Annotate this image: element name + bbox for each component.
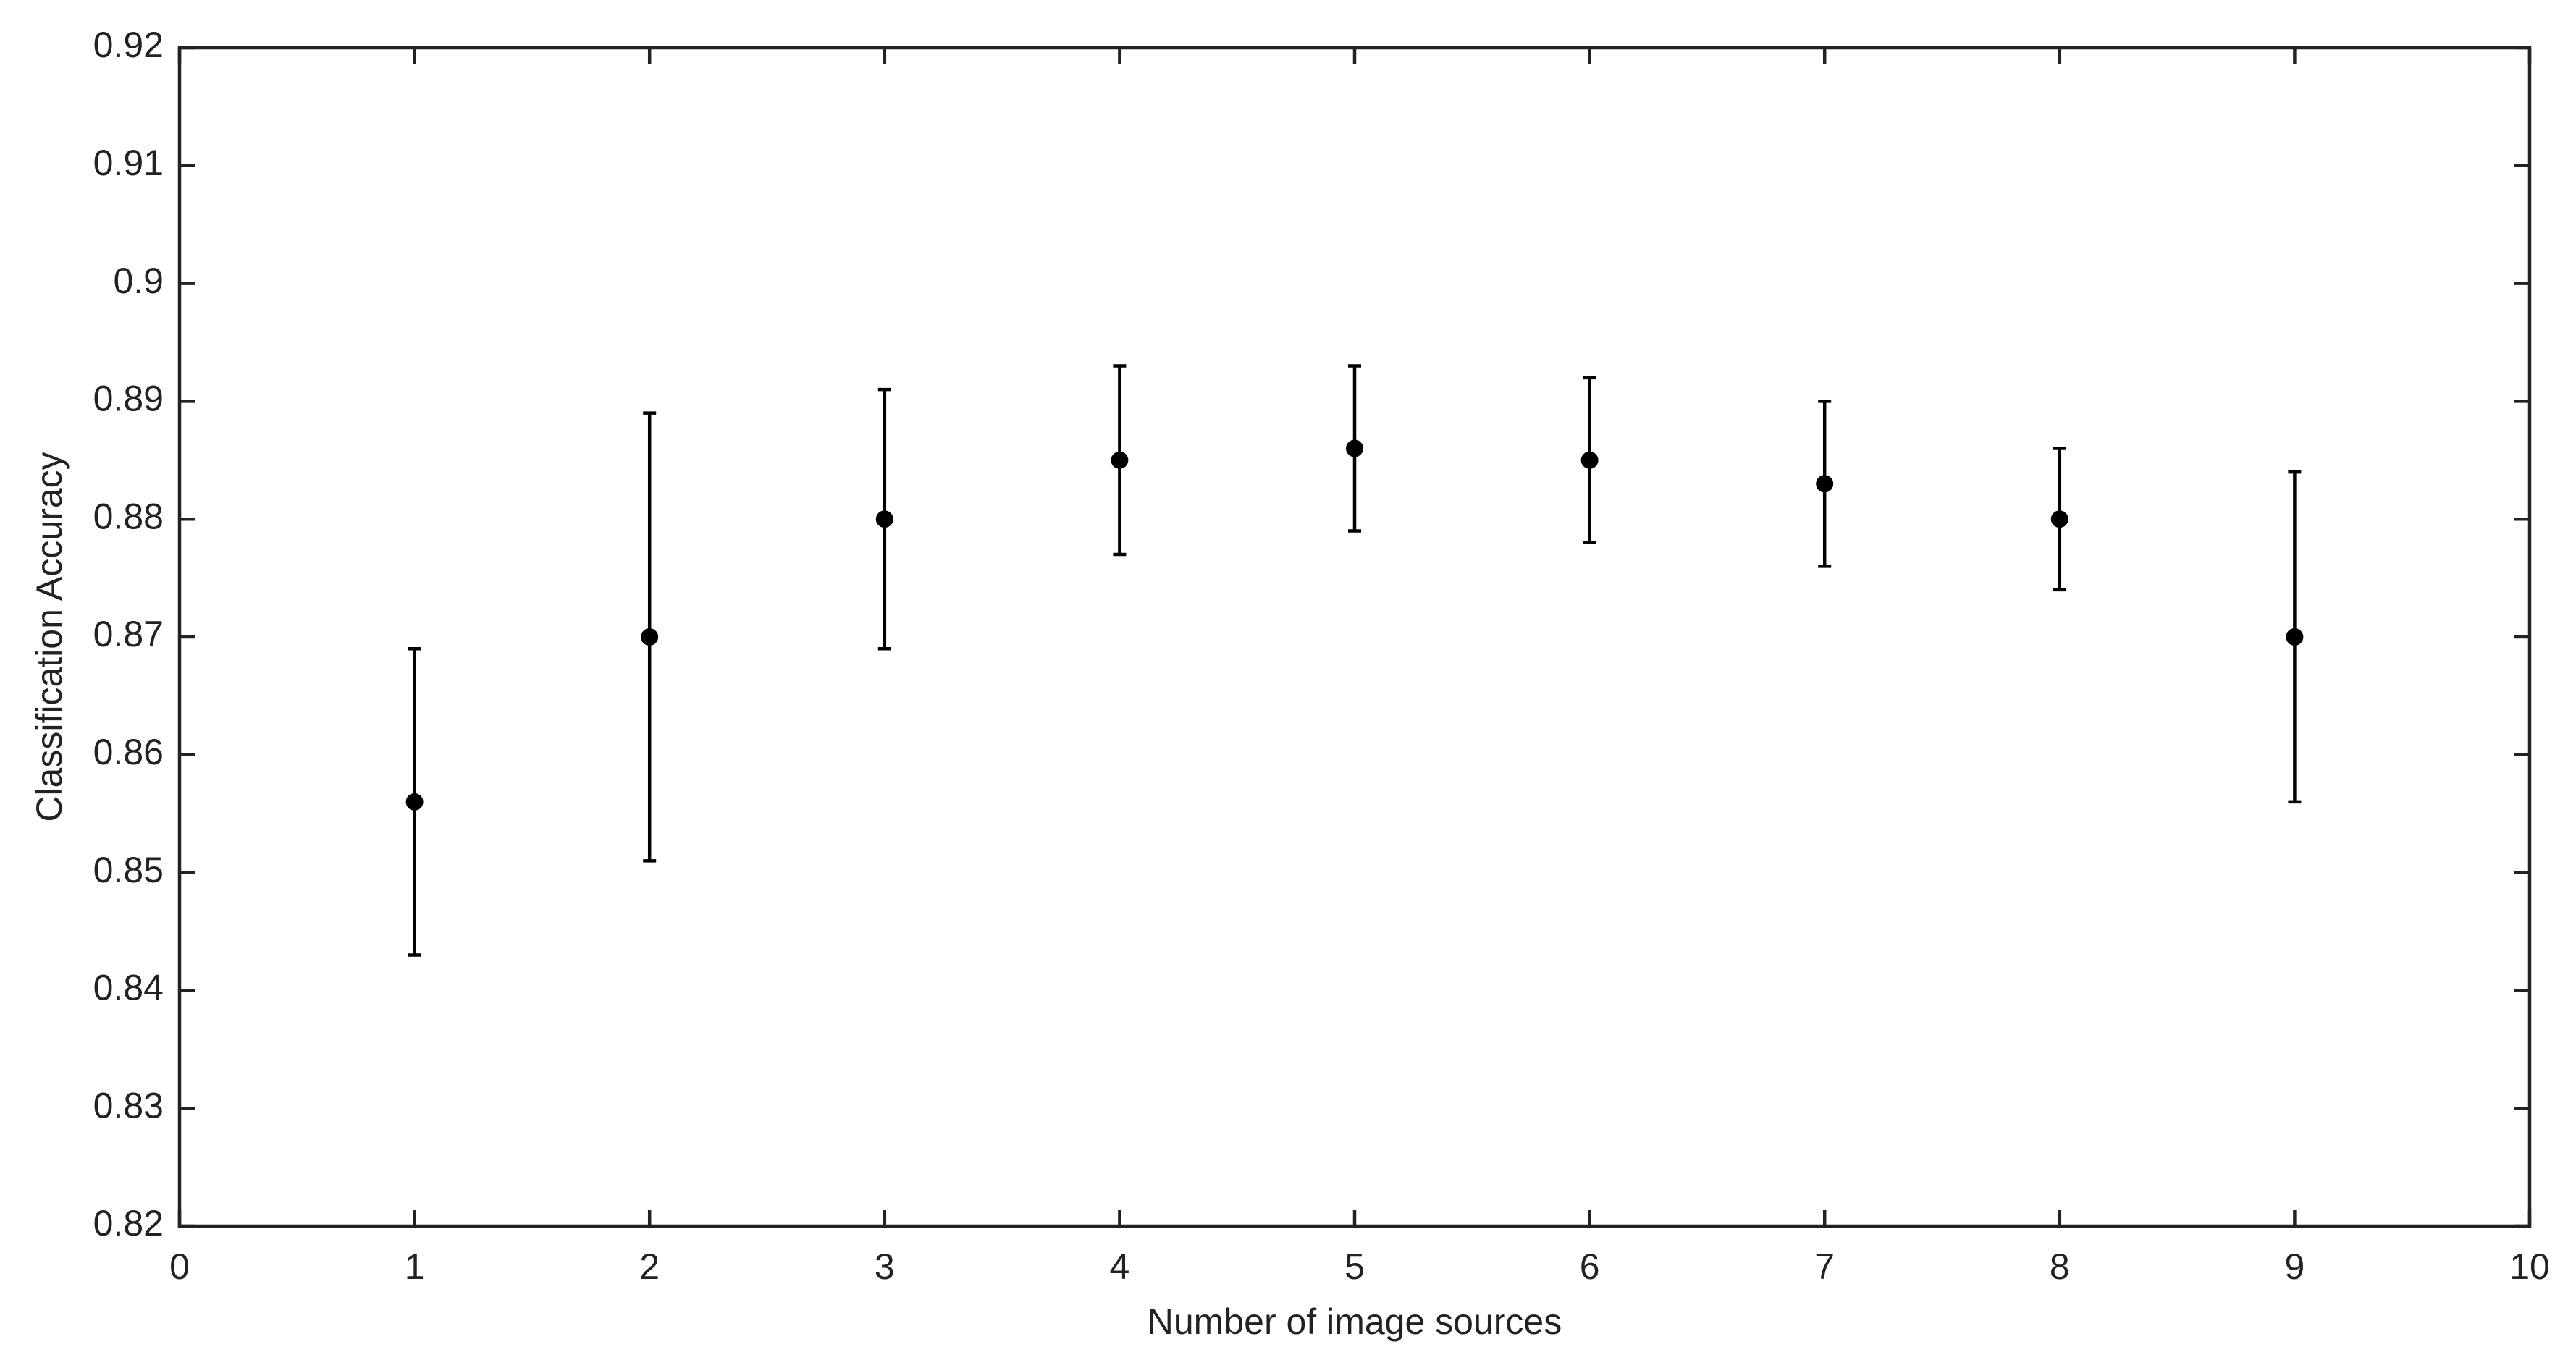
y-tick-label: 0.83 (93, 1085, 164, 1125)
y-axis-label: Classification Accuracy (29, 452, 70, 822)
y-tick-label: 0.87 (93, 614, 164, 654)
data-point (875, 510, 893, 528)
data-point (1580, 451, 1599, 469)
x-tick-label: 3 (875, 1246, 895, 1287)
x-axis-label: Number of image sources (1148, 1301, 1562, 1342)
x-tick-label: 8 (2050, 1246, 2070, 1287)
x-tick-label: 1 (405, 1246, 425, 1287)
plot-frame (177, 46, 2532, 1228)
y-tick-label: 0.91 (93, 143, 164, 183)
data-point (1816, 475, 1834, 493)
data-point (2286, 628, 2304, 646)
x-tick-label: 4 (1109, 1246, 1129, 1287)
x-tick-label: 0 (169, 1246, 190, 1287)
x-tick-label: 7 (1814, 1246, 1835, 1287)
x-tick-label: 2 (639, 1246, 660, 1287)
y-tick-label: 0.82 (93, 1203, 164, 1243)
y-tick-label: 0.85 (93, 850, 164, 890)
x-tick-label: 10 (2509, 1246, 2550, 1287)
x-tick-label: 6 (1580, 1246, 1600, 1287)
x-tick-label: 5 (1344, 1246, 1365, 1287)
data-point (405, 793, 424, 811)
y-tick-label: 0.92 (93, 25, 164, 65)
data-point (1346, 439, 1363, 457)
data-point (1111, 451, 1129, 469)
data-point (641, 628, 659, 646)
y-tick-label: 0.9 (113, 261, 164, 301)
y-tick-label: 0.84 (93, 968, 164, 1008)
y-tick-label: 0.86 (93, 732, 164, 772)
data-point (2050, 510, 2068, 528)
y-tick-label: 0.89 (93, 379, 164, 419)
y-tick-label: 0.88 (93, 496, 164, 536)
x-tick-label: 9 (2284, 1246, 2304, 1287)
